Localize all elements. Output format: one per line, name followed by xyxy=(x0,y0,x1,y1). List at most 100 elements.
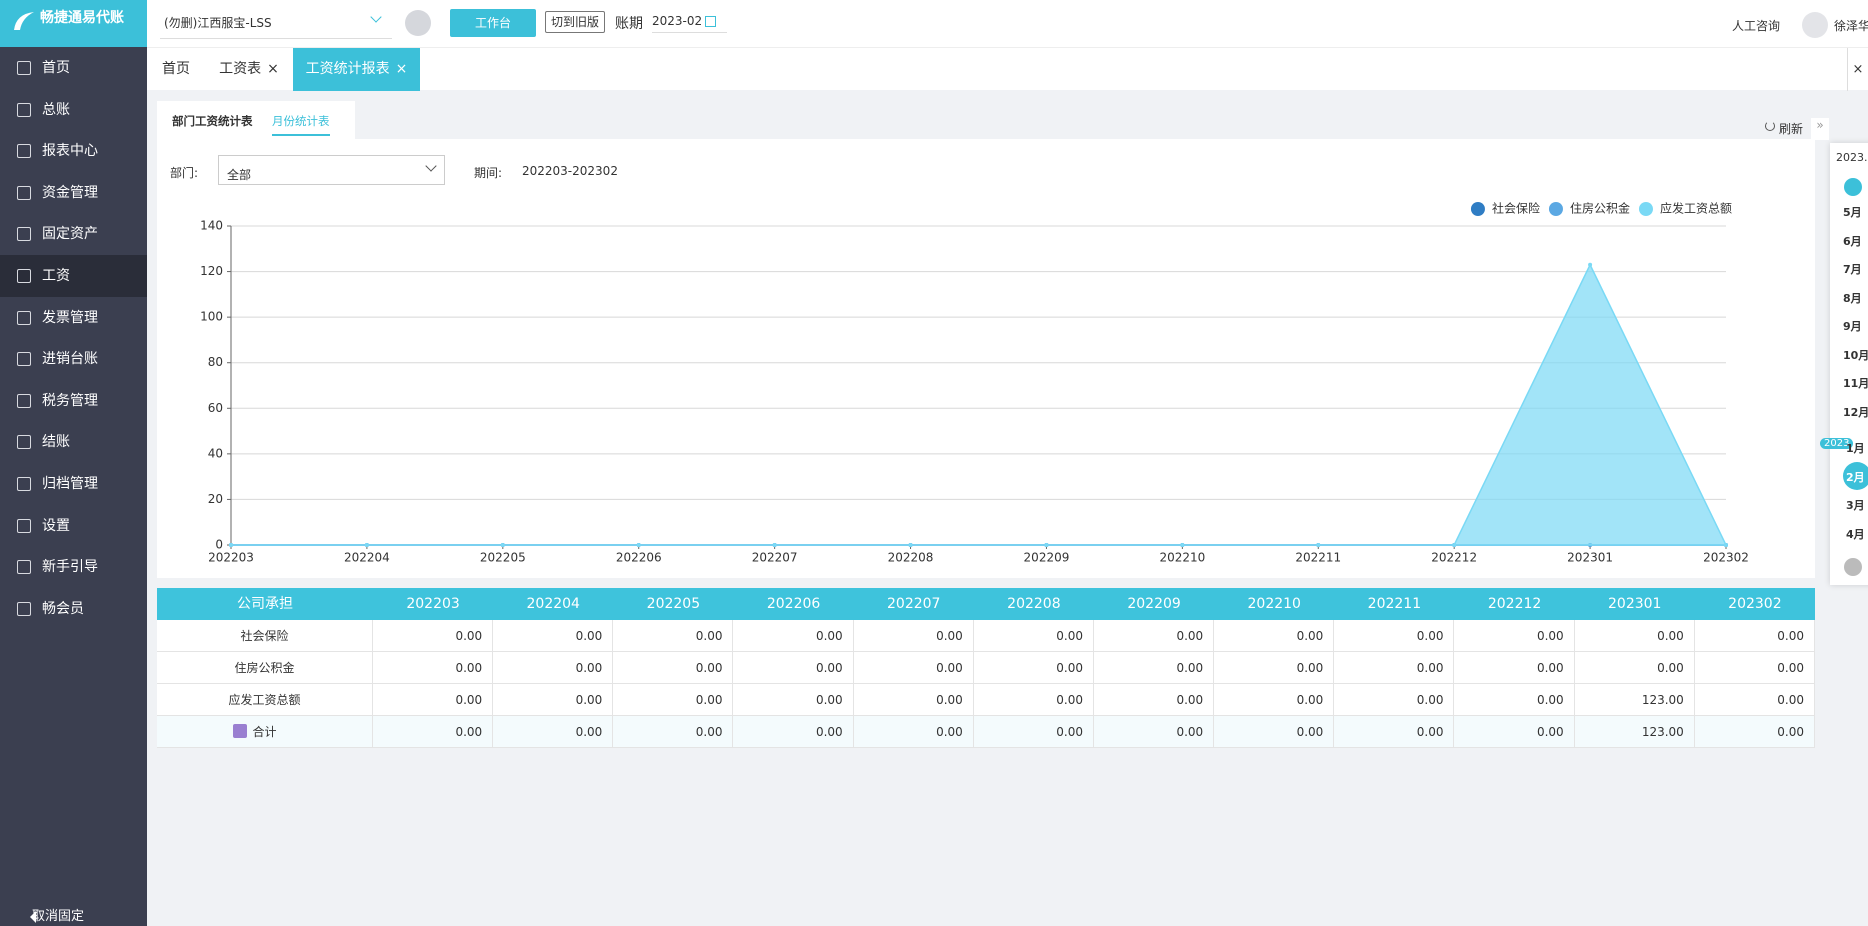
total-icon xyxy=(233,724,247,738)
workbench-button[interactable]: 工作台 xyxy=(450,9,536,37)
month[interactable]: 11月 xyxy=(1843,377,1868,390)
table-row xyxy=(157,652,1815,684)
table-row xyxy=(157,716,1815,748)
table-cell: 0.00 xyxy=(854,684,974,716)
month[interactable]: 4月 xyxy=(1846,527,1865,541)
header-cell: 202301 xyxy=(1608,596,1662,612)
header-cell: 公司承担 xyxy=(237,596,293,612)
nav-label: 资金管理 xyxy=(42,184,98,201)
month[interactable]: 1月 xyxy=(1846,442,1865,455)
month[interactable]: 2月 xyxy=(1846,470,1865,484)
period-value[interactable]: 2023-02 xyxy=(652,14,727,33)
x-tick-label: 202301 xyxy=(1567,551,1613,565)
nav-label: 工资 xyxy=(42,268,70,284)
table-cell: 0.00 xyxy=(734,684,854,716)
area xyxy=(231,263,1728,546)
table-cell: 应发工资总额 xyxy=(157,684,373,716)
legend-label: 住房公积金 xyxy=(1570,201,1630,216)
tab[interactable]: 首页 xyxy=(147,48,205,91)
nav-item[interactable]: 新手引导 xyxy=(0,546,147,588)
refresh-button[interactable]: 刷新 xyxy=(1779,122,1804,136)
table-cell: 0.00 xyxy=(613,652,734,684)
table-cell: 0.00 xyxy=(1455,620,1575,652)
month[interactable]: 5月 xyxy=(1843,206,1862,219)
tab[interactable]: 工资表 × xyxy=(205,48,293,91)
y-tick-label: 80 xyxy=(208,355,223,369)
nav-item[interactable]: 资金管理 xyxy=(0,172,147,214)
tab[interactable]: 工资统计报表 × xyxy=(293,48,420,91)
table-cell: 0.00 xyxy=(613,620,734,652)
month[interactable]: 6月 xyxy=(1843,234,1862,248)
support-link[interactable]: 人工咨询 xyxy=(1732,19,1781,33)
point xyxy=(1316,543,1321,547)
table-cell: 社会保险 xyxy=(157,620,373,652)
month[interactable]: 3月 xyxy=(1846,499,1865,512)
nav-item[interactable]: 畅会员 xyxy=(0,588,147,630)
table-cell: 0.00 xyxy=(974,716,1094,748)
table-row xyxy=(157,620,1815,652)
dept-label: 部门: xyxy=(170,166,199,180)
panel-toggle[interactable]: » xyxy=(1811,118,1829,140)
x-tick-label: 202209 xyxy=(1024,551,1070,565)
avatar[interactable] xyxy=(1802,12,1828,38)
x-tick-label: 202206 xyxy=(616,551,662,565)
nav-item[interactable]: 总账 xyxy=(0,89,147,131)
nav-item[interactable]: 税务管理 xyxy=(0,380,147,422)
table-cell: 0.00 xyxy=(1214,620,1335,652)
close-all[interactable]: × xyxy=(1847,48,1868,91)
table-cell: 0.00 xyxy=(373,652,494,684)
unpin-button[interactable]: 取消固定 xyxy=(32,909,85,924)
logo-icon xyxy=(14,12,34,30)
nav-item[interactable]: 归档管理 xyxy=(0,463,147,505)
header-cell: 202208 xyxy=(1007,596,1061,612)
nav-item[interactable]: 设置 xyxy=(0,505,147,547)
nav-item[interactable]: 进销台账 xyxy=(0,338,147,380)
panel-date: 2023.0 xyxy=(1836,151,1868,164)
nav-label: 畅会员 xyxy=(42,600,84,617)
month-active-bg xyxy=(1843,461,1868,490)
header-cell: 202203 xyxy=(406,596,460,612)
user-name[interactable]: 徐泽华 xyxy=(1834,19,1868,33)
company-name[interactable]: (勿删)江西服宝-LSS xyxy=(164,16,272,30)
y-tick-label: 60 xyxy=(208,401,223,415)
month[interactable]: 8月 xyxy=(1843,291,1862,305)
dept-select[interactable] xyxy=(218,155,445,185)
nav-item[interactable]: 固定资产 xyxy=(0,213,147,255)
nav-icon xyxy=(17,393,31,408)
tab-close[interactable]: × xyxy=(267,61,279,77)
table-cell: 0.00 xyxy=(1334,684,1455,716)
scroll-up[interactable] xyxy=(1844,178,1862,196)
scroll-down[interactable] xyxy=(1844,558,1862,576)
table-cell: 0.00 xyxy=(613,716,734,748)
nav-icon xyxy=(17,560,31,575)
icon-button[interactable] xyxy=(405,10,431,36)
logo[interactable]: 畅捷通易代账 xyxy=(0,0,147,47)
nav-item[interactable]: 结账 xyxy=(0,421,147,463)
dept-value[interactable]: 全部 xyxy=(227,168,252,182)
old-version-button[interactable]: 切到旧版 xyxy=(545,11,605,33)
company-select[interactable] xyxy=(160,5,392,39)
tab-close[interactable]: × xyxy=(395,61,408,77)
nav-item[interactable]: 工资 xyxy=(0,255,147,297)
x-tick-label: 202212 xyxy=(1431,551,1477,565)
nav-item[interactable]: 发票管理 xyxy=(0,297,147,339)
table-cell: 0.00 xyxy=(1455,652,1575,684)
table-cell: 0.00 xyxy=(854,620,974,652)
subtab[interactable]: 月份统计表 xyxy=(272,113,330,136)
point xyxy=(500,543,505,547)
month[interactable]: 10月 xyxy=(1843,348,1868,362)
month[interactable]: 9月 xyxy=(1843,320,1862,333)
month[interactable]: 12月 xyxy=(1843,405,1868,419)
nav-item[interactable]: 报表中心 xyxy=(0,130,147,172)
legend-label: 应发工资总额 xyxy=(1660,201,1732,216)
nav-icon xyxy=(17,352,31,367)
subtab[interactable]: 部门工资统计表 xyxy=(172,114,253,128)
month[interactable]: 7月 xyxy=(1843,263,1862,276)
header-cell: 202211 xyxy=(1367,596,1422,612)
table-cell: 0.00 xyxy=(1695,620,1815,652)
nav-label: 首页 xyxy=(42,60,70,76)
x-tick-label: 202203 xyxy=(208,551,254,565)
nav-item[interactable]: 首页 xyxy=(0,47,147,89)
